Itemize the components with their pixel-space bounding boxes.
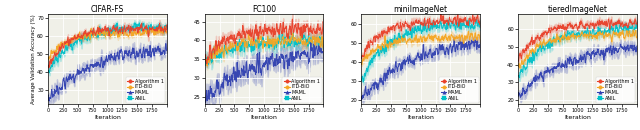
Legend: Algorithm 1, ITD-BiO, MAML, ANIL: Algorithm 1, ITD-BiO, MAML, ANIL bbox=[282, 77, 322, 103]
Title: FC100: FC100 bbox=[252, 5, 276, 14]
X-axis label: Iteration: Iteration bbox=[94, 115, 121, 120]
Title: CIFAR-FS: CIFAR-FS bbox=[91, 5, 124, 14]
Legend: Algorithm 1, ITD-BiO, MAML, ANIL: Algorithm 1, ITD-BiO, MAML, ANIL bbox=[439, 77, 479, 103]
X-axis label: Iteration: Iteration bbox=[564, 115, 591, 120]
Legend: Algorithm 1, ITD-BiO, MAML, ANIL: Algorithm 1, ITD-BiO, MAML, ANIL bbox=[596, 77, 636, 103]
Legend: Algorithm 1, ITD-BiO, MAML, ANIL: Algorithm 1, ITD-BiO, MAML, ANIL bbox=[125, 77, 165, 103]
X-axis label: Iteration: Iteration bbox=[407, 115, 434, 120]
Y-axis label: Average Validation Accuracy (%): Average Validation Accuracy (%) bbox=[31, 14, 36, 104]
Title: tieredImageNet: tieredImageNet bbox=[547, 5, 607, 14]
Title: miniImageNet: miniImageNet bbox=[394, 5, 448, 14]
X-axis label: Iteration: Iteration bbox=[251, 115, 278, 120]
